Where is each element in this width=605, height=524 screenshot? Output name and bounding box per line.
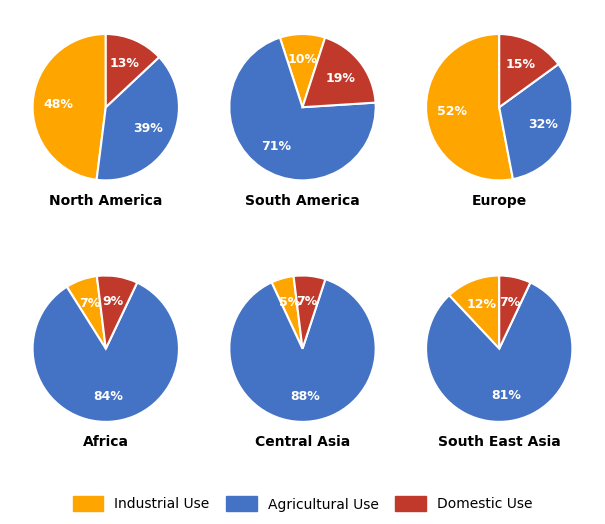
Title: South East Asia: South East Asia bbox=[438, 435, 561, 450]
Wedge shape bbox=[272, 276, 302, 348]
Text: 48%: 48% bbox=[44, 97, 73, 111]
Text: 52%: 52% bbox=[437, 105, 467, 118]
Wedge shape bbox=[229, 38, 376, 180]
Text: 15%: 15% bbox=[506, 58, 536, 71]
Text: 9%: 9% bbox=[103, 295, 124, 308]
Text: 7%: 7% bbox=[499, 296, 520, 309]
Text: 84%: 84% bbox=[94, 390, 123, 402]
Wedge shape bbox=[97, 57, 179, 180]
Wedge shape bbox=[67, 276, 106, 348]
Text: 13%: 13% bbox=[110, 57, 140, 70]
Text: 71%: 71% bbox=[261, 140, 291, 153]
Wedge shape bbox=[97, 276, 137, 348]
Text: 88%: 88% bbox=[290, 390, 320, 402]
Wedge shape bbox=[106, 34, 159, 107]
Wedge shape bbox=[293, 276, 325, 348]
Text: 81%: 81% bbox=[492, 389, 522, 402]
Title: Central Asia: Central Asia bbox=[255, 435, 350, 450]
Wedge shape bbox=[499, 34, 558, 107]
Text: 5%: 5% bbox=[279, 297, 300, 310]
Wedge shape bbox=[302, 38, 376, 107]
Wedge shape bbox=[426, 34, 513, 180]
Text: 7%: 7% bbox=[296, 295, 318, 308]
Title: Europe: Europe bbox=[472, 194, 527, 208]
Wedge shape bbox=[229, 279, 376, 422]
Text: 10%: 10% bbox=[287, 53, 318, 66]
Wedge shape bbox=[499, 276, 531, 348]
Text: 12%: 12% bbox=[466, 298, 497, 311]
Text: 32%: 32% bbox=[529, 118, 558, 131]
Wedge shape bbox=[33, 34, 106, 180]
Text: 39%: 39% bbox=[133, 122, 163, 135]
Title: Africa: Africa bbox=[83, 435, 129, 450]
Title: North America: North America bbox=[49, 194, 163, 208]
Wedge shape bbox=[499, 64, 572, 179]
Wedge shape bbox=[449, 276, 499, 348]
Legend: Industrial Use, Agricultural Use, Domestic Use: Industrial Use, Agricultural Use, Domest… bbox=[67, 490, 538, 517]
Text: 19%: 19% bbox=[325, 72, 355, 84]
Wedge shape bbox=[426, 282, 572, 422]
Title: South America: South America bbox=[245, 194, 360, 208]
Wedge shape bbox=[33, 282, 179, 422]
Wedge shape bbox=[280, 34, 325, 107]
Text: 7%: 7% bbox=[79, 298, 100, 310]
